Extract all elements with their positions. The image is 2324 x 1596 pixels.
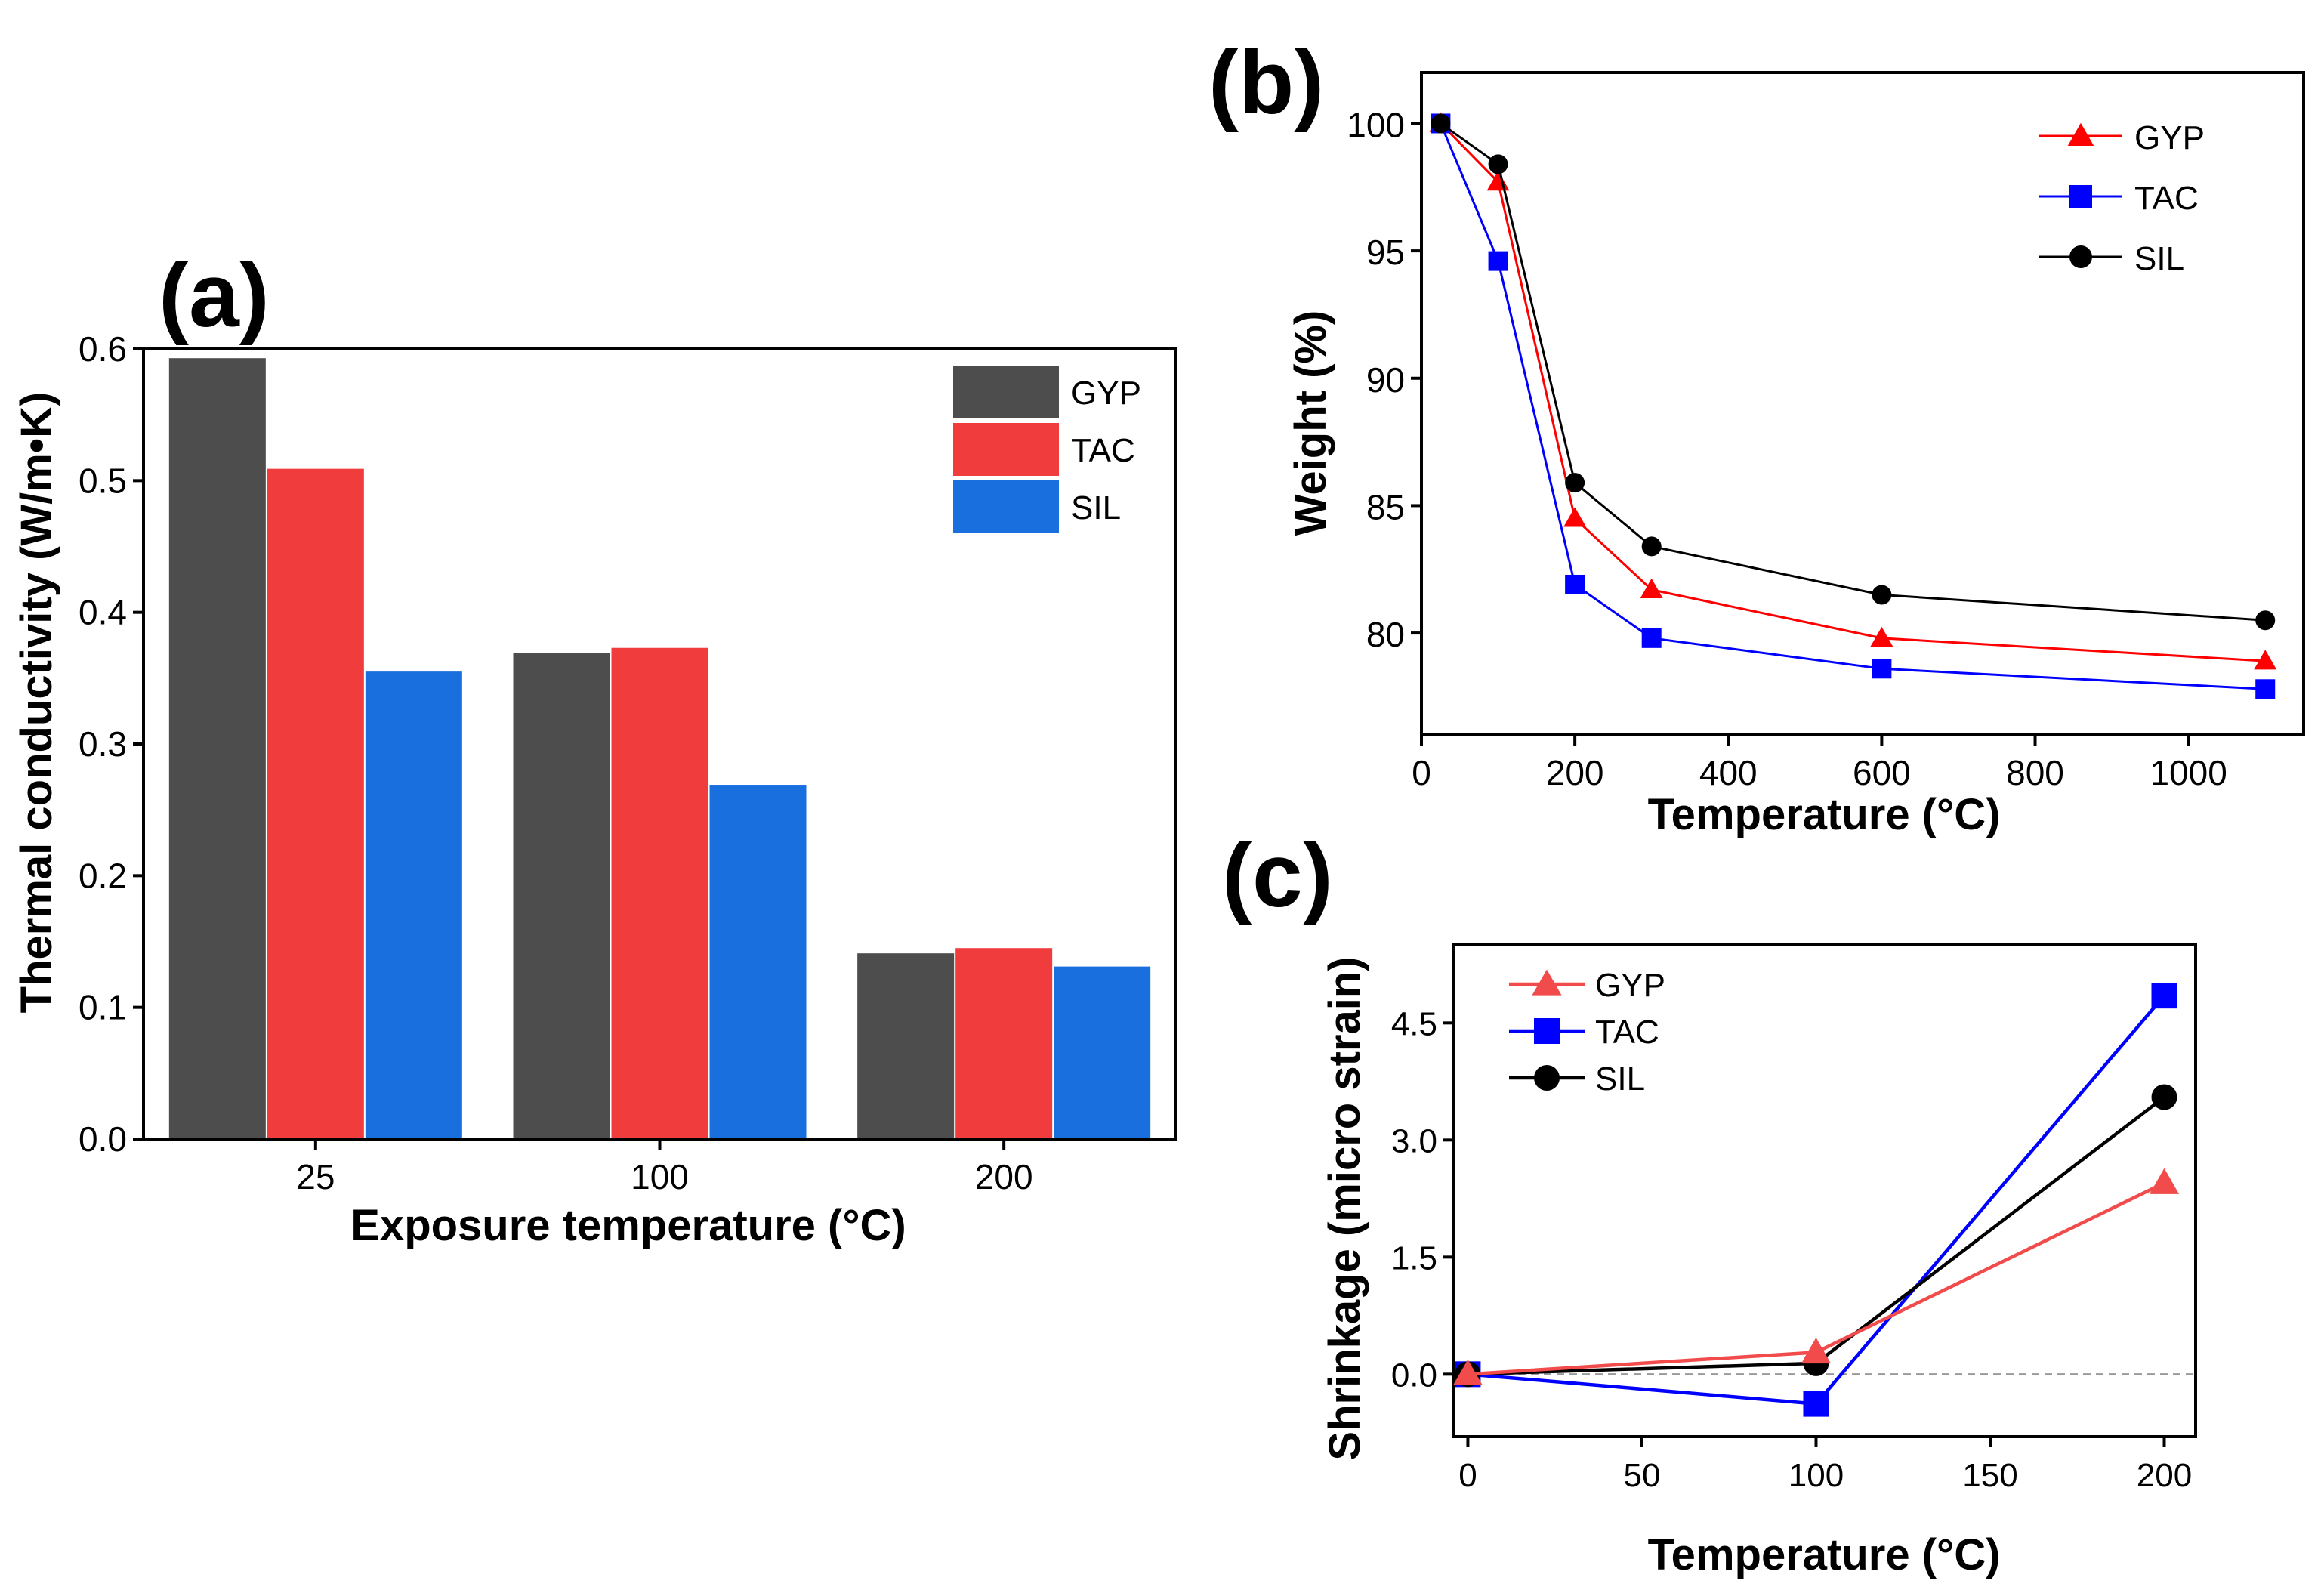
y-tick-label: 0.3 [79, 724, 127, 764]
y-tick-label: 1.5 [1391, 1239, 1437, 1276]
series-line-sil [1440, 122, 2266, 622]
bar-sil-200 [1054, 966, 1151, 1139]
legend-label-gyp: GYP [1071, 375, 1141, 412]
legend-label-tac: TAC [2134, 180, 2199, 217]
x-tick-label: 50 [1623, 1457, 1660, 1494]
x-tick-label: 100 [1789, 1457, 1844, 1494]
data-point-tac [1641, 628, 1662, 648]
panel-b-line-chart: (b) Weight (%) Temperature (°C) 80 85 90 95… [1208, 32, 2305, 839]
x-tick-label: 400 [1699, 753, 1758, 792]
data-point-gyp [1870, 626, 1893, 647]
data-point-gyp [1640, 578, 1663, 598]
data-point-tac [1488, 251, 1508, 271]
x-tick-label: 0 [1458, 1457, 1477, 1494]
data-point-gyp [2149, 1168, 2180, 1194]
legend-label-sil: SIL [1595, 1060, 1645, 1097]
x-tick-label: 600 [1853, 753, 1911, 792]
legend-swatch-tac [953, 423, 1059, 476]
data-point-sil [1488, 154, 1508, 174]
y-tick-label: 0.4 [79, 593, 127, 632]
bar-gyp-25 [168, 358, 266, 1139]
x-tick-label: 0 [1412, 753, 1431, 792]
bar-sil-25 [365, 671, 462, 1139]
data-point-sil [2151, 1084, 2177, 1110]
y-tick-label: 0.1 [79, 988, 127, 1027]
data-point-tac [1565, 574, 1585, 594]
legend-swatch-gyp [953, 366, 1059, 418]
bar-gyp-100 [513, 653, 610, 1139]
legend-marker-gyp [1532, 969, 1562, 996]
legend-label-sil: SIL [1071, 489, 1121, 526]
legend-label-sil: SIL [2134, 240, 2184, 277]
panel-c-xlabel: Temperature (°C) [1648, 1530, 2001, 1579]
data-point-gyp [1801, 1337, 1832, 1364]
y-tick-label: 0.0 [1391, 1357, 1437, 1394]
y-tick-label: 0.5 [79, 461, 127, 500]
panel-c-axes-frame [1452, 943, 2197, 1438]
data-point-sil [1565, 473, 1585, 493]
legend-swatch-sil [953, 480, 1059, 533]
data-point-sil [2255, 610, 2276, 631]
y-tick-label: 90 [1366, 360, 1405, 400]
x-tick-label: 200 [1546, 753, 1604, 792]
legend-marker-sil [1534, 1065, 1560, 1091]
panel-a-label: (a) [159, 245, 270, 346]
data-point-tac [1803, 1391, 1829, 1417]
x-tick-label: 100 [631, 1157, 689, 1196]
y-tick-label: 80 [1366, 615, 1405, 654]
y-tick-label: 100 [1347, 105, 1405, 144]
legend-label-tac: TAC [1595, 1014, 1659, 1051]
legend-marker-gyp [2067, 122, 2094, 146]
panel-c-line-chart: (c) Shrinkage (micro strain) Temperature… [1222, 825, 2197, 1579]
panel-a-ylabel: Thermal conductivity (W/m•K) [12, 392, 61, 1014]
bar-sil-100 [709, 785, 807, 1139]
legend-label-tac: TAC [1071, 432, 1135, 469]
legend-marker-sil [2069, 245, 2092, 268]
bar-tac-200 [955, 948, 1053, 1139]
panel-c-label: (c) [1222, 825, 1333, 926]
data-point-tac [2255, 679, 2276, 699]
data-point-sil [1431, 113, 1451, 134]
bar-tac-25 [267, 468, 364, 1139]
panel-b-ylabel: Weight (%) [1286, 310, 1335, 536]
panel-a-xlabel: Exposure temperature (°C) [350, 1201, 906, 1250]
y-tick-label: 85 [1366, 487, 1405, 526]
data-point-tac [2151, 983, 2177, 1009]
y-tick-label: 3.0 [1391, 1122, 1437, 1159]
data-point-sil [1641, 536, 1662, 557]
legend-marker-tac [1534, 1018, 1560, 1044]
bar-tac-100 [611, 647, 708, 1139]
y-tick-label: 4.5 [1391, 1005, 1437, 1042]
data-point-tac [1872, 659, 1892, 679]
panel-b-label: (b) [1208, 32, 1324, 133]
panel-b-xlabel: Temperature (°C) [1648, 790, 2001, 839]
x-tick-label: 25 [296, 1157, 335, 1196]
y-tick-label: 0.6 [79, 329, 127, 369]
data-point-gyp [2254, 650, 2277, 670]
legend-marker-tac [2069, 185, 2092, 208]
panel-b-axes-frame [1420, 71, 2305, 736]
x-tick-label: 200 [975, 1157, 1033, 1196]
x-tick-label: 1000 [2150, 753, 2227, 792]
data-point-sil [1872, 585, 1892, 605]
y-tick-label: 0.2 [79, 856, 127, 895]
data-point-gyp [1452, 1359, 1483, 1385]
y-tick-label: 0.0 [79, 1119, 127, 1159]
x-tick-label: 200 [2137, 1457, 2192, 1494]
legend-label-gyp: GYP [2134, 119, 2205, 156]
y-tick-label: 95 [1366, 233, 1405, 272]
legend-label-gyp: GYP [1595, 967, 1665, 1004]
x-tick-label: 150 [1962, 1457, 2017, 1494]
data-point-gyp [1563, 507, 1587, 527]
bar-gyp-200 [857, 953, 955, 1139]
x-tick-label: 800 [2006, 753, 2064, 792]
series-line-tac [1440, 122, 2266, 690]
panel-c-ylabel: Shrinkage (micro strain) [1320, 956, 1369, 1460]
series-line-gyp [1440, 122, 2266, 662]
panel-a-bar-chart: (a) Thermal conductivity (W/m•K) Exposur… [12, 245, 1177, 1250]
